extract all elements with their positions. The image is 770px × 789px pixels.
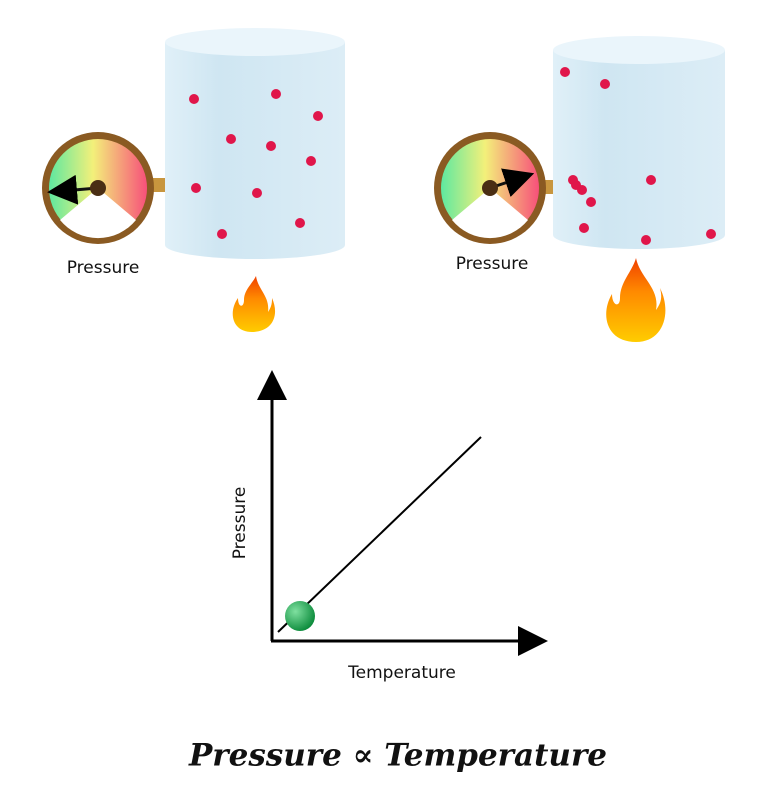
x-axis-label: Temperature bbox=[347, 663, 456, 683]
formula: Pressure ∝ Temperature bbox=[188, 738, 607, 774]
graph bbox=[257, 370, 548, 656]
container-left bbox=[152, 28, 345, 259]
flame-large bbox=[606, 258, 666, 342]
gauge-left bbox=[42, 132, 154, 244]
gauge-right bbox=[434, 132, 546, 244]
y-axis-label: Pressure bbox=[230, 487, 250, 560]
container-right bbox=[540, 36, 725, 249]
flame-small bbox=[232, 276, 276, 332]
gauge-label: Pressure bbox=[67, 258, 140, 278]
gauge-label: Pressure bbox=[456, 254, 529, 274]
